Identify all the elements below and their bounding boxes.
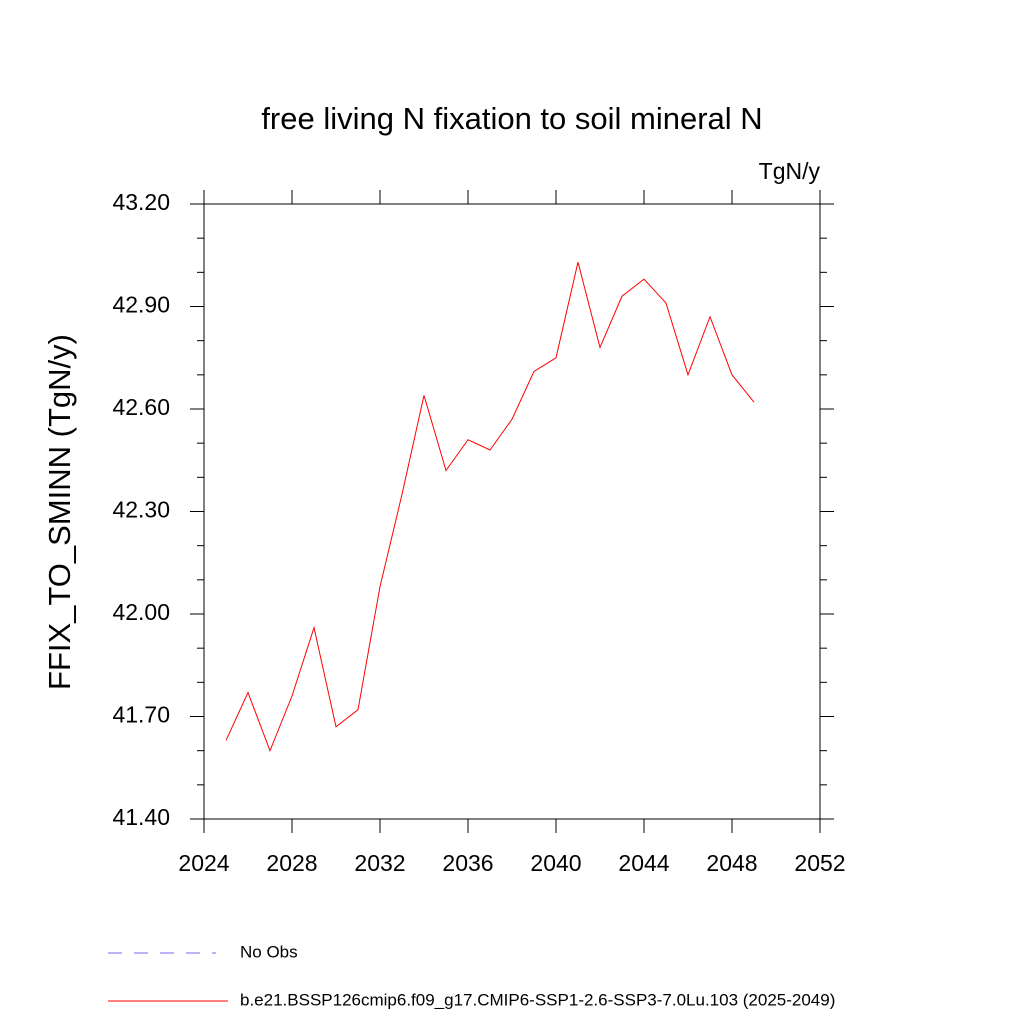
- y-tick-label: 42.60: [112, 394, 170, 420]
- x-tick-label: 2048: [706, 850, 757, 876]
- y-tick-label: 42.30: [112, 497, 170, 523]
- legend-label: b.e21.BSSP126cmip6.f09_g17.CMIP6-SSP1-2.…: [240, 990, 835, 1009]
- y-tick-label: 42.00: [112, 599, 170, 625]
- chart-title: free living N fixation to soil mineral N: [261, 101, 762, 136]
- x-tick-label: 2044: [618, 850, 669, 876]
- y-tick-label: 43.20: [112, 189, 170, 215]
- x-tick-label: 2040: [530, 850, 581, 876]
- x-tick-label: 2028: [266, 850, 317, 876]
- y-tick-label: 41.70: [112, 702, 170, 728]
- plot-frame: [203, 203, 821, 820]
- y-tick-label: 41.40: [112, 804, 170, 830]
- legend-label: No Obs: [240, 942, 298, 961]
- y-axis-label: FFIX_TO_SMINN (TgN/y): [42, 334, 77, 690]
- series-line: [225, 261, 755, 753]
- y-tick-label: 42.90: [112, 292, 170, 318]
- units-label: TgN/y: [759, 158, 821, 184]
- x-tick-label: 2052: [794, 850, 845, 876]
- x-tick-label: 2024: [178, 850, 229, 876]
- x-tick-label: 2036: [442, 850, 493, 876]
- x-tick-label: 2032: [354, 850, 405, 876]
